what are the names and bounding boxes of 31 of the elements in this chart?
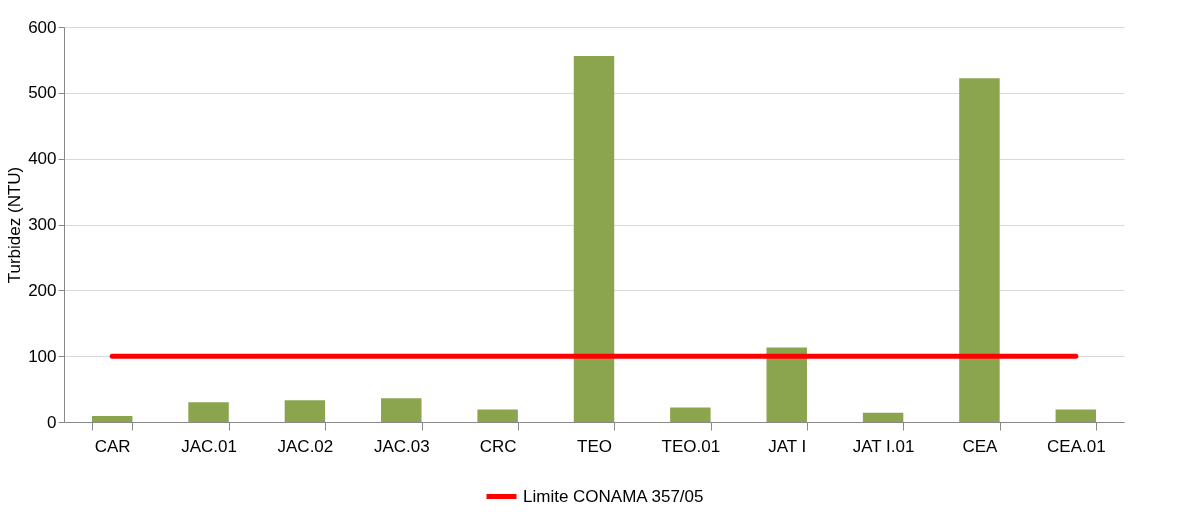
x-tick-label: TEO.01 xyxy=(661,436,721,456)
y-tick-label: 0 xyxy=(47,412,57,432)
y-tick-label: 400 xyxy=(28,149,57,169)
x-tick-label: TEO xyxy=(577,436,612,456)
x-tick-label: CEA xyxy=(962,436,999,456)
y-tick-label: 200 xyxy=(28,280,57,300)
x-tick-label: JAT I.01 xyxy=(852,436,915,456)
x-tick-label: JAC.01 xyxy=(181,436,237,456)
x-tick-label: CAR xyxy=(94,436,131,456)
bar xyxy=(381,398,422,422)
bar xyxy=(477,409,518,422)
bar xyxy=(284,400,326,422)
y-tick-label: 600 xyxy=(28,17,57,37)
y-tick-label: 500 xyxy=(28,83,57,103)
x-tick-label: CEA.01 xyxy=(1047,436,1106,456)
legend-label: Limite CONAMA 357/05 xyxy=(523,486,704,506)
bar xyxy=(670,407,711,422)
y-tick-label: 100 xyxy=(28,346,57,366)
bar xyxy=(766,347,807,422)
x-tick-label: CRC xyxy=(479,436,517,456)
y-tick-label: 300 xyxy=(28,215,57,234)
bar xyxy=(862,412,904,422)
y-axis-title: Turbidez (NTU) xyxy=(5,166,25,284)
bar xyxy=(573,55,615,422)
bar xyxy=(1055,409,1097,422)
bar xyxy=(959,78,1000,422)
x-tick-label: JAC.02 xyxy=(277,436,334,456)
bar xyxy=(188,402,229,422)
bar xyxy=(91,416,133,422)
x-tick-label: JAC.03 xyxy=(373,436,430,456)
x-tick-label: JAT I xyxy=(768,436,807,456)
